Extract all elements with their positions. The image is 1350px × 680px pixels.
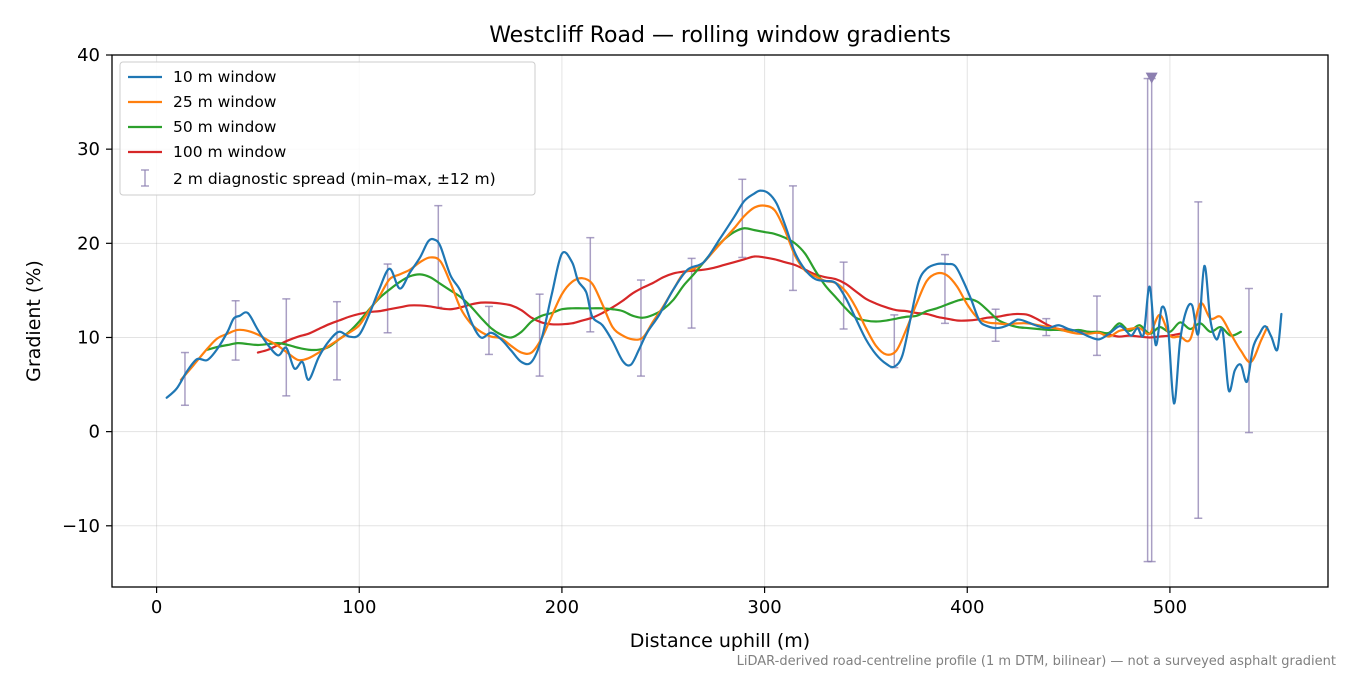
series-line-25-m-window xyxy=(179,204,1269,381)
series-line-100-m-window xyxy=(256,255,1182,354)
error-bar-8 xyxy=(586,236,595,333)
footnote: LiDAR-derived road-centreline profile (1… xyxy=(737,654,1336,669)
legend-entry-25m: 25 m window xyxy=(128,93,277,111)
legend-label-100m: 100 m window xyxy=(173,143,287,161)
error-bar-4 xyxy=(383,263,392,334)
marker-triangle-down xyxy=(1145,72,1158,84)
y-tick-label-4: 30 xyxy=(77,139,100,160)
legend-label-10m: 10 m window xyxy=(173,68,277,86)
y-tick-label-3: 20 xyxy=(77,233,100,254)
legend-box xyxy=(119,61,536,196)
legend-entry-100m: 100 m window xyxy=(128,143,287,161)
error-bar-15 xyxy=(940,253,949,325)
legend: 10 m window 25 m window 50 m window 100 … xyxy=(119,61,536,196)
error-bar-0 xyxy=(180,351,189,407)
x-tick-label-4: 400 xyxy=(950,597,984,618)
markers xyxy=(1145,72,1158,84)
y-axis-label: Gradient (%) xyxy=(23,260,45,382)
error-bar-6 xyxy=(484,305,493,356)
x-tick-label-1: 100 xyxy=(342,597,376,618)
series-line-10-m-window xyxy=(165,189,1283,405)
error-bar-18 xyxy=(1092,295,1101,357)
series-lines xyxy=(165,189,1283,405)
legend-swatch-errorbar xyxy=(141,169,149,187)
y-tick-label-0: −10 xyxy=(62,516,100,537)
chart-title: Westcliff Road — rolling window gradient… xyxy=(489,23,951,48)
legend-label-50m: 50 m window xyxy=(173,118,277,136)
y-tick-label-5: 40 xyxy=(77,45,100,66)
y-tick-label-1: 0 xyxy=(89,422,100,443)
x-tick-label-2: 200 xyxy=(545,597,579,618)
x-tick-label-5: 500 xyxy=(1153,597,1187,618)
x-axis-ticks: 0 100 200 300 400 500 xyxy=(151,587,1187,618)
x-axis-label: Distance uphill (m) xyxy=(630,630,810,652)
legend-entry-10m: 10 m window xyxy=(128,68,277,86)
x-tick-label-3: 300 xyxy=(747,597,781,618)
y-axis-ticks: −10 0 10 20 30 40 xyxy=(62,45,112,537)
error-bar-21 xyxy=(1194,201,1203,520)
legend-label-25m: 25 m window xyxy=(173,93,277,111)
error-bar-7 xyxy=(535,293,544,377)
error-bar-12 xyxy=(788,185,797,292)
legend-label-errorbar: 2 m diagnostic spread (min–max, ±12 m) xyxy=(173,170,496,188)
error-bar-9 xyxy=(636,279,645,377)
plot-frame xyxy=(111,54,1329,588)
legend-entry-errorbar: 2 m diagnostic spread (min–max, ±12 m) xyxy=(141,169,496,188)
legend-entry-50m: 50 m window xyxy=(128,118,277,136)
x-tick-label-0: 0 xyxy=(151,597,162,618)
error-bar-16 xyxy=(991,308,1000,342)
plot-area xyxy=(165,72,1283,563)
y-tick-label-2: 10 xyxy=(77,327,100,348)
